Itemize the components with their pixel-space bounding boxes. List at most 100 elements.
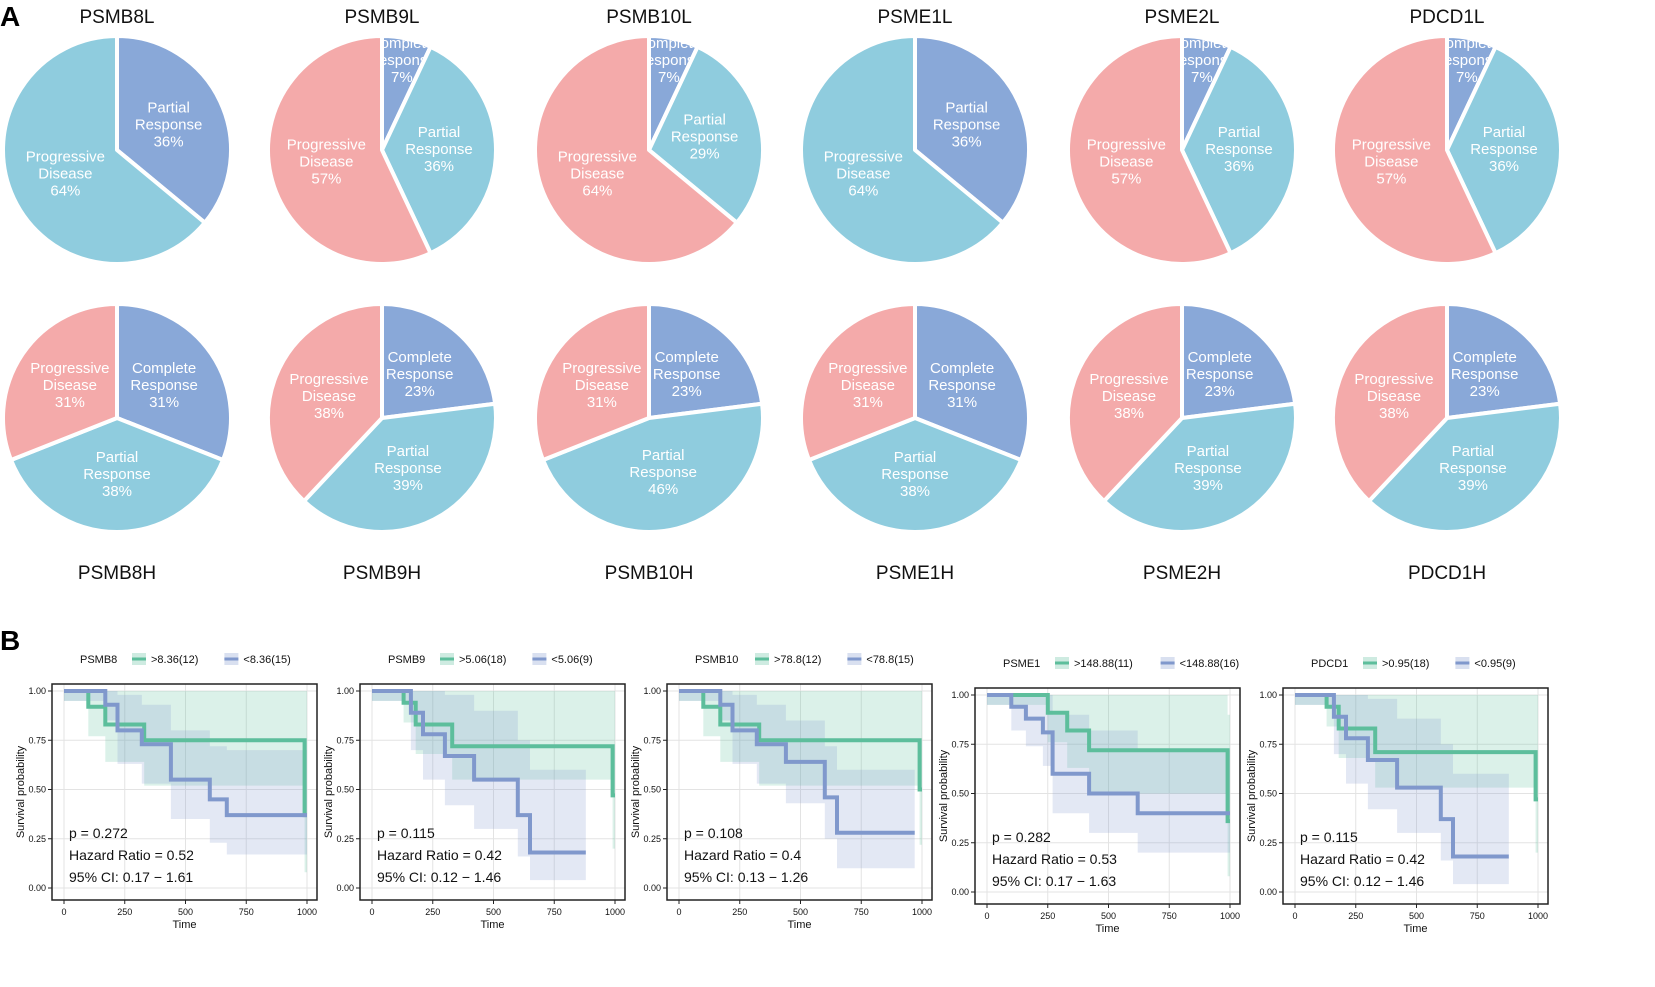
pie-chart-psme2h: CompleteResponse23%PartialResponse39%Pro…	[1066, 302, 1298, 584]
plot-frame	[974, 687, 1241, 905]
y-tick-label: 0.50	[643, 785, 661, 795]
slice-percent: 57%	[1376, 170, 1406, 187]
slice-label: Disease	[1364, 153, 1418, 170]
pie-charts: PartialResponse36%ProgressiveDisease64%P…	[1, 7, 1563, 584]
slice-label: Response	[1439, 460, 1507, 477]
x-tick-label: 0	[369, 907, 374, 917]
slice-percent: 31%	[55, 394, 85, 411]
slice-label: Progressive	[289, 371, 368, 388]
slice-percent: 38%	[102, 483, 132, 500]
slice-percent: 39%	[393, 477, 423, 494]
pie-title: PSMB9H	[343, 563, 421, 584]
pie-title: PSMB9L	[345, 7, 420, 28]
legend-label: <0.95(9)	[1474, 658, 1515, 670]
y-axis-label: Survival probability	[630, 745, 642, 838]
survival-curve	[987, 693, 1230, 824]
pie-slice	[647, 302, 765, 420]
stat-text: 95% CI: 0.17 − 1.61	[69, 869, 193, 885]
slice-label: Partial	[642, 447, 685, 464]
slice-label: Progressive	[828, 360, 907, 377]
pie-slice	[1331, 34, 1498, 266]
slice-label: Disease	[43, 377, 97, 394]
stat-text: p = 0.108	[684, 825, 743, 841]
slice-label: Response	[405, 141, 473, 158]
plot-frame	[666, 683, 933, 901]
x-tick-label: 1000	[1528, 911, 1548, 921]
pie-slice	[533, 302, 651, 462]
pie-chart-psmb10l: CompleteResponse7%PartialResponse29%Prog…	[533, 7, 765, 266]
stat-text: 95% CI: 0.12 − 1.46	[377, 869, 501, 885]
pie-slice	[115, 302, 233, 462]
slice-label: Disease	[38, 165, 92, 182]
x-tick-label: 500	[1409, 911, 1424, 921]
pie-title: PDCD1H	[1408, 563, 1486, 584]
slice-percent: 29%	[690, 146, 720, 163]
survival-curve	[64, 689, 307, 818]
legend-title: PSMB9	[388, 654, 425, 666]
y-tick-label: 0.50	[336, 785, 354, 795]
plot-frame	[1282, 687, 1549, 905]
pie-title: PSME1H	[876, 563, 954, 584]
pie-chart-psme2l: CompleteResponse7%PartialResponse36%Prog…	[1066, 7, 1298, 266]
panel-label-b: B	[0, 625, 20, 656]
slice-label: Partial	[387, 443, 430, 460]
slice-label: Response	[635, 52, 703, 69]
pie-slice	[1445, 44, 1563, 256]
slice-label: Progressive	[30, 360, 109, 377]
slice-label: Disease	[841, 377, 895, 394]
legend-label: <148.88(16)	[1180, 658, 1240, 670]
slice-percent: 36%	[1224, 158, 1254, 175]
confidence-band	[372, 691, 615, 849]
y-tick-label: 0.25	[28, 834, 46, 844]
pie-slice	[799, 302, 917, 462]
stat-text: Hazard Ratio = 0.42	[1300, 851, 1425, 867]
x-axis-label: Time	[787, 919, 811, 931]
slice-label: Progressive	[1352, 136, 1431, 153]
survival-curve	[64, 689, 307, 818]
y-tick-label: 0.75	[1259, 739, 1277, 749]
legend-label: >78.8(12)	[774, 654, 821, 666]
survival-curve	[679, 689, 922, 792]
stat-text: p = 0.272	[69, 825, 128, 841]
survival-curves: 0.00 0.25 0.50 0.75 1.00 0 250 500 750 1000 Time Su…	[15, 653, 1549, 935]
slice-label: Complete	[655, 349, 719, 366]
pie-slice	[647, 44, 765, 225]
pie-slice	[807, 416, 1023, 534]
slice-label: Disease	[575, 377, 629, 394]
slice-percent: 7%	[391, 69, 413, 86]
pie-slice	[913, 302, 1031, 462]
slice-label: Partial	[147, 100, 190, 117]
y-tick-label: 1.00	[643, 686, 661, 696]
slice-label: Response	[130, 377, 198, 394]
x-tick-label: 250	[732, 907, 747, 917]
slice-label: Partial	[96, 449, 139, 466]
pie-slice	[9, 416, 225, 534]
x-tick-label: 250	[425, 907, 440, 917]
legend-title: PSME1	[1003, 658, 1040, 670]
survival-curve	[987, 693, 1230, 816]
slice-percent: 36%	[154, 134, 184, 151]
slice-percent: 38%	[314, 405, 344, 422]
stat-text: p = 0.115	[1300, 829, 1358, 845]
legend-label: <78.8(15)	[866, 654, 913, 666]
x-tick-label: 500	[793, 907, 808, 917]
slice-label: Progressive	[1354, 371, 1433, 388]
y-tick-label: 1.00	[336, 686, 354, 696]
stat-text: 95% CI: 0.17 − 1.63	[992, 873, 1116, 889]
pie-slice	[1066, 302, 1184, 504]
pie-chart-psmb8h: CompleteResponse31%PartialResponse38%Pro…	[1, 302, 233, 584]
pie-title: PSME1L	[878, 7, 953, 28]
slice-label: Disease	[1367, 388, 1421, 405]
confidence-band	[679, 691, 915, 869]
slice-label: Progressive	[562, 360, 641, 377]
pie-slice	[913, 34, 1031, 225]
slice-label: Response	[83, 466, 151, 483]
slice-label: Progressive	[1089, 371, 1168, 388]
pie-slice	[1331, 302, 1449, 504]
pie-chart-psmb9h: CompleteResponse23%PartialResponse39%Pro…	[266, 302, 498, 584]
slice-label: Response	[1451, 366, 1519, 383]
slice-percent: 23%	[405, 383, 435, 400]
slice-percent: 31%	[587, 394, 617, 411]
pie-slice	[541, 401, 765, 534]
